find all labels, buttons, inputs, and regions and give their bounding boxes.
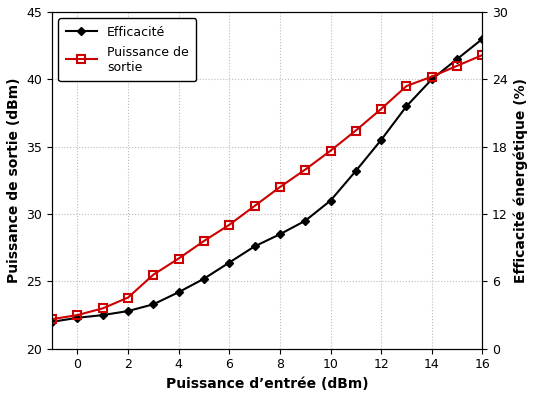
Puissance de
sortie: [302, 167, 309, 172]
Puissance de
sortie: [201, 239, 207, 244]
Efficacité: [251, 244, 258, 249]
Efficacité: [378, 138, 384, 142]
Efficacité: [150, 302, 157, 307]
Efficacité: [403, 104, 410, 109]
Y-axis label: Efficacité énergétique (%): Efficacité énergétique (%): [514, 78, 528, 283]
Efficacité: [74, 315, 81, 320]
Puissance de
sortie: [74, 313, 81, 318]
Puissance de
sortie: [226, 222, 233, 227]
Y-axis label: Puissance de sortie (dBm): Puissance de sortie (dBm): [7, 78, 21, 283]
Efficacité: [100, 313, 106, 318]
Efficacité: [125, 309, 131, 314]
Efficacité: [454, 57, 460, 61]
Puissance de
sortie: [100, 306, 106, 311]
Puissance de
sortie: [327, 148, 334, 153]
Efficacité: [226, 260, 233, 265]
Efficacité: [353, 168, 359, 173]
Efficacité: [277, 232, 283, 237]
Puissance de
sortie: [125, 295, 131, 300]
Puissance de
sortie: [175, 256, 182, 261]
Line: Puissance de
sortie: Puissance de sortie: [48, 51, 486, 323]
Line: Efficacité: Efficacité: [49, 36, 486, 325]
Efficacité: [327, 198, 334, 203]
Efficacité: [175, 290, 182, 295]
Puissance de
sortie: [150, 272, 157, 277]
Legend: Efficacité, Puissance de
sortie: Efficacité, Puissance de sortie: [58, 18, 196, 81]
Puissance de
sortie: [429, 74, 435, 79]
Puissance de
sortie: [277, 185, 283, 189]
Efficacité: [429, 77, 435, 82]
Efficacité: [302, 219, 309, 223]
Puissance de
sortie: [403, 84, 410, 88]
X-axis label: Puissance d’entrée (dBm): Puissance d’entrée (dBm): [166, 377, 369, 391]
Puissance de
sortie: [49, 317, 55, 322]
Puissance de
sortie: [454, 63, 460, 68]
Puissance de
sortie: [378, 107, 384, 111]
Efficacité: [201, 276, 207, 281]
Efficacité: [49, 320, 55, 324]
Efficacité: [479, 37, 486, 41]
Puissance de
sortie: [479, 53, 486, 57]
Puissance de
sortie: [353, 128, 359, 133]
Puissance de
sortie: [251, 203, 258, 208]
